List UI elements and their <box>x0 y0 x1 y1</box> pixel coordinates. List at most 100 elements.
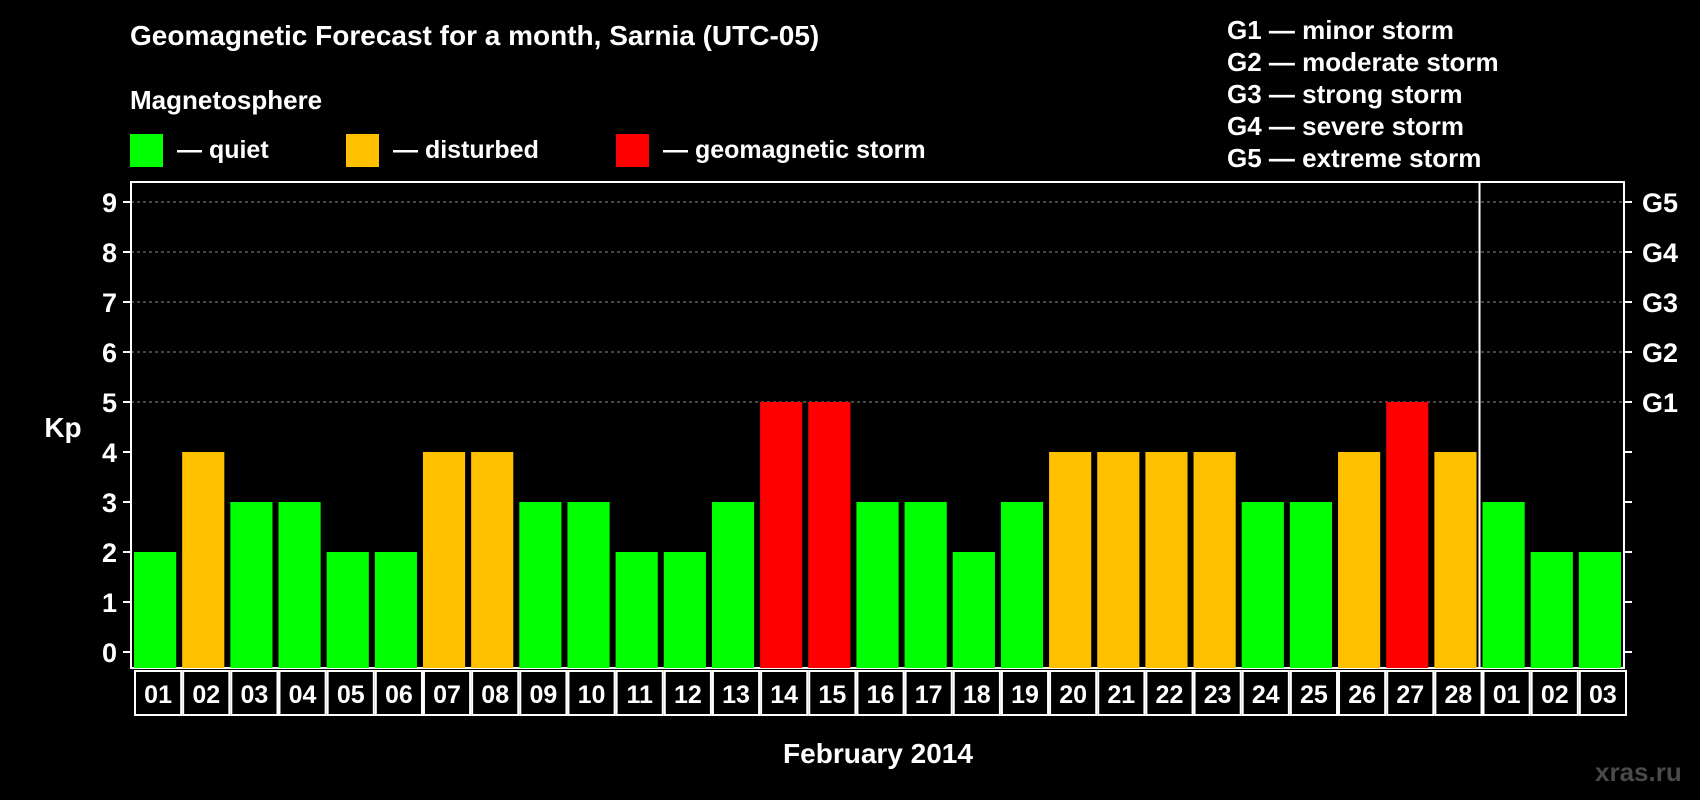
storm-level-label-g3: G3 <box>1642 288 1678 318</box>
day-label-11: 11 <box>626 681 653 709</box>
bar-29 <box>1482 502 1525 668</box>
day-label-box-10 <box>567 670 616 716</box>
day-label-box-22 <box>1145 670 1194 716</box>
x-axis-title: February 2014 <box>783 738 973 769</box>
day-label-31: 03 <box>1589 681 1617 709</box>
y-tick-label-9: 9 <box>102 188 117 218</box>
storm-scale-g2: G2 — moderate storm <box>1227 47 1499 77</box>
day-label-22: 22 <box>1156 681 1184 709</box>
day-label-box-7 <box>422 670 472 716</box>
day-label-box-12 <box>663 670 712 716</box>
chart-title: Geomagnetic Forecast for a month, Sarnia… <box>130 20 820 51</box>
day-label-box-25 <box>1289 670 1339 716</box>
day-label-12: 12 <box>674 681 702 709</box>
bar-9 <box>519 502 562 668</box>
bar-26 <box>1338 452 1381 668</box>
y-tick-label-3: 3 <box>102 488 117 518</box>
day-label-29: 01 <box>1493 681 1521 709</box>
day-label-15: 15 <box>818 681 846 709</box>
day-label-21: 21 <box>1107 681 1135 709</box>
storm-level-label-g4: G4 <box>1642 238 1678 268</box>
bar-12 <box>663 552 706 668</box>
legend-title: Magnetosphere <box>130 85 323 115</box>
day-label-4: 04 <box>289 681 317 709</box>
day-label-box-31 <box>1578 670 1628 716</box>
day-label-box-11 <box>615 670 664 716</box>
bar-8 <box>471 452 514 668</box>
storm-scale-g4: G4 — severe storm <box>1227 111 1465 141</box>
day-label-2: 02 <box>192 681 220 709</box>
bar-1 <box>134 552 177 668</box>
bar-7 <box>422 452 466 668</box>
bar-2 <box>182 452 225 668</box>
legend-item-disturbed: — disturbed <box>346 133 539 167</box>
bar-25 <box>1289 502 1333 668</box>
day-label-box-2 <box>182 670 231 716</box>
day-label-box-8 <box>471 670 520 716</box>
day-label-1: 01 <box>144 681 172 709</box>
bar-21 <box>1097 452 1140 668</box>
day-label-14: 14 <box>770 681 798 709</box>
legend-label-disturbed: — disturbed <box>393 135 539 164</box>
bar-31 <box>1578 552 1621 668</box>
y-tick-label-7: 7 <box>102 288 117 318</box>
day-label-box-27 <box>1386 670 1435 716</box>
storm-scale-g1: G1 — minor storm <box>1227 15 1454 45</box>
y-tick-label-8: 8 <box>102 238 117 268</box>
day-label-box-23 <box>1193 670 1242 716</box>
bar-5 <box>326 552 369 668</box>
bar-22 <box>1145 452 1188 668</box>
day-label-5: 05 <box>337 681 365 709</box>
day-label-17: 17 <box>915 681 943 709</box>
day-label-box-4 <box>278 670 327 716</box>
legend-swatch-storm <box>616 133 649 167</box>
bar-10 <box>567 502 610 668</box>
day-label-box-5 <box>326 670 375 716</box>
bar-24 <box>1241 502 1284 668</box>
day-label-box-3 <box>230 670 279 716</box>
day-label-box-19 <box>1000 670 1050 716</box>
day-label-box-17 <box>904 670 953 716</box>
day-label-25: 25 <box>1300 681 1328 709</box>
bar-30 <box>1530 552 1573 668</box>
bar-6 <box>374 552 417 668</box>
day-label-16: 16 <box>867 681 895 709</box>
day-label-8: 08 <box>481 681 509 709</box>
day-label-9: 09 <box>529 681 557 709</box>
legend-item-quiet: — quiet <box>130 133 269 167</box>
bar-3 <box>230 502 273 668</box>
day-label-box-30 <box>1530 670 1579 716</box>
storm-scale-list: G1 — minor storm G2 — moderate storm G3 … <box>1227 14 1499 174</box>
day-label-24: 24 <box>1252 681 1280 709</box>
y-axis-title: Kp <box>44 412 81 443</box>
storm-scale-g5: G5 — extreme storm <box>1227 143 1482 173</box>
day-label-box-24 <box>1241 670 1290 716</box>
legend-label-storm: — geomagnetic storm <box>663 135 926 164</box>
bar-28 <box>1434 452 1477 668</box>
bar-17 <box>904 502 947 668</box>
bar-16 <box>856 502 899 668</box>
y-tick-label-0: 0 <box>102 638 117 668</box>
day-label-23: 23 <box>1204 681 1232 709</box>
storm-level-label-g2: G2 <box>1642 338 1678 368</box>
y-tick-label-4: 4 <box>102 438 117 468</box>
storm-level-label-g5: G5 <box>1642 188 1678 218</box>
bar-19 <box>1000 502 1044 668</box>
day-label-box-18 <box>952 670 1001 716</box>
day-label-box-15 <box>808 670 857 716</box>
day-label-28: 28 <box>1445 681 1473 709</box>
bar-27 <box>1386 402 1429 668</box>
day-label-box-1 <box>134 670 183 716</box>
day-label-box-26 <box>1338 670 1387 716</box>
day-label-19: 19 <box>1011 681 1039 709</box>
day-label-3: 03 <box>240 681 268 709</box>
bar-15 <box>808 402 851 668</box>
legend-swatch-quiet <box>130 133 163 167</box>
legend-swatch-disturbed <box>346 133 379 167</box>
bar-18 <box>952 552 995 668</box>
bar-20 <box>1049 452 1092 668</box>
day-label-20: 20 <box>1059 681 1087 709</box>
day-label-10: 10 <box>578 681 606 709</box>
bar-4 <box>278 502 321 668</box>
day-label-30: 02 <box>1541 681 1569 709</box>
